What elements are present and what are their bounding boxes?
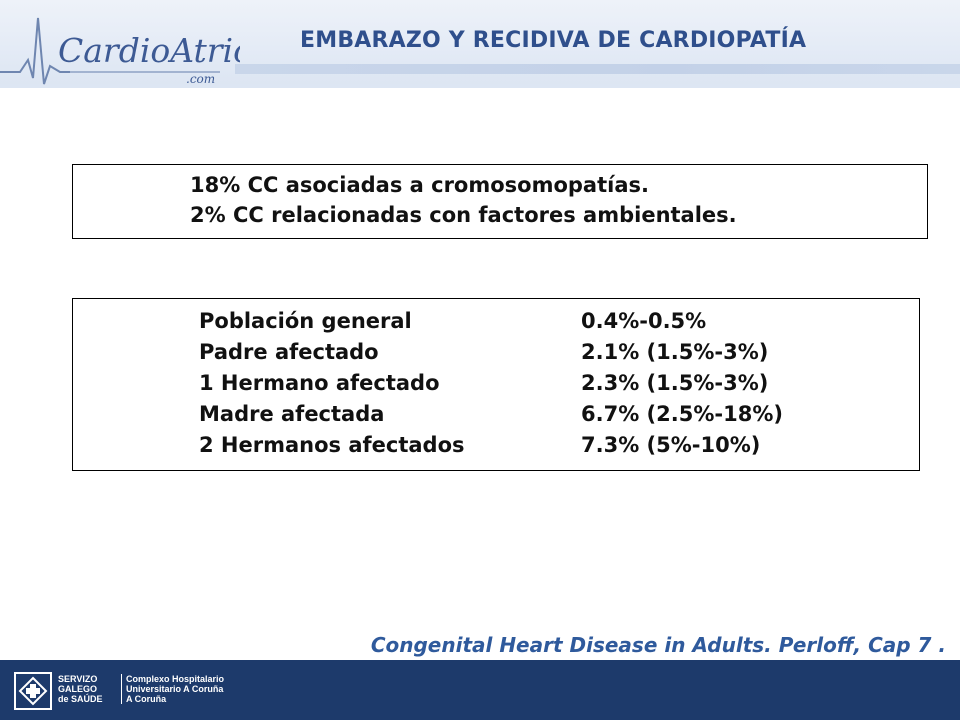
row-label: 2 Hermanos afectados xyxy=(199,433,465,457)
row-value: 6.7% (2.5%-18%) xyxy=(581,402,783,426)
row-value: 2.3% (1.5%-3%) xyxy=(581,371,769,395)
row-value: 0.4%-0.5% xyxy=(581,309,707,333)
header-band xyxy=(0,0,960,88)
box-line-chromosomal: 18% CC asociadas a cromosomopatías. xyxy=(190,173,649,197)
footer-org-line: GALEGO xyxy=(58,684,98,694)
logo-subtext: .com xyxy=(186,72,215,86)
table-row: 2 Hermanos afectados 7.3% (5%-10%) xyxy=(73,433,919,463)
table-row: Población general 0.4%-0.5% xyxy=(73,309,919,339)
slide-title: EMBARAZO Y RECIDIVA DE CARDIOPATÍA xyxy=(300,28,807,53)
table-row: 1 Hermano afectado 2.3% (1.5%-3%) xyxy=(73,371,919,401)
recurrence-risk-box: Población general 0.4%-0.5% Padre afecta… xyxy=(72,298,920,471)
row-value: 7.3% (5%-10%) xyxy=(581,433,761,457)
footer-band: SERVIZO GALEGO de SAÚDE Complexo Hospita… xyxy=(0,660,960,720)
row-label: Madre afectada xyxy=(199,402,385,426)
header-stripe xyxy=(235,64,960,74)
citation-text: Congenital Heart Disease in Adults. Perl… xyxy=(370,633,946,657)
table-row: Padre afectado 2.1% (1.5%-3%) xyxy=(73,340,919,370)
footer-hospital-line: Universitario A Coruña xyxy=(126,684,224,694)
footer-org-line: SERVIZO xyxy=(58,674,98,684)
table-row: Madre afectada 6.7% (2.5%-18%) xyxy=(73,402,919,432)
footer-org-name: SERVIZO GALEGO de SAÚDE xyxy=(58,674,103,704)
row-label: Población general xyxy=(199,309,412,333)
ecg-logo-icon: CardioAtrio .com xyxy=(0,17,240,86)
row-value: 2.1% (1.5%-3%) xyxy=(581,340,769,364)
row-label: Padre afectado xyxy=(199,340,379,364)
sergas-cross-icon xyxy=(14,672,52,710)
chromosomal-factors-box: 18% CC asociadas a cromosomopatías. 2% C… xyxy=(72,164,928,239)
footer-hospital-name: Complexo Hospitalario Universitario A Co… xyxy=(121,674,224,704)
footer-org-line: de SAÚDE xyxy=(58,694,103,704)
header-bottom-stripe xyxy=(0,84,960,88)
footer-hospital-line: A Coruña xyxy=(126,694,167,704)
row-label: 1 Hermano afectado xyxy=(199,371,440,395)
cardioatrio-logo: CardioAtrio .com xyxy=(0,0,240,90)
footer-hospital-line: Complexo Hospitalario xyxy=(126,674,225,684)
box-line-environmental: 2% CC relacionadas con factores ambienta… xyxy=(190,203,737,227)
logo-text: CardioAtrio xyxy=(58,31,240,70)
